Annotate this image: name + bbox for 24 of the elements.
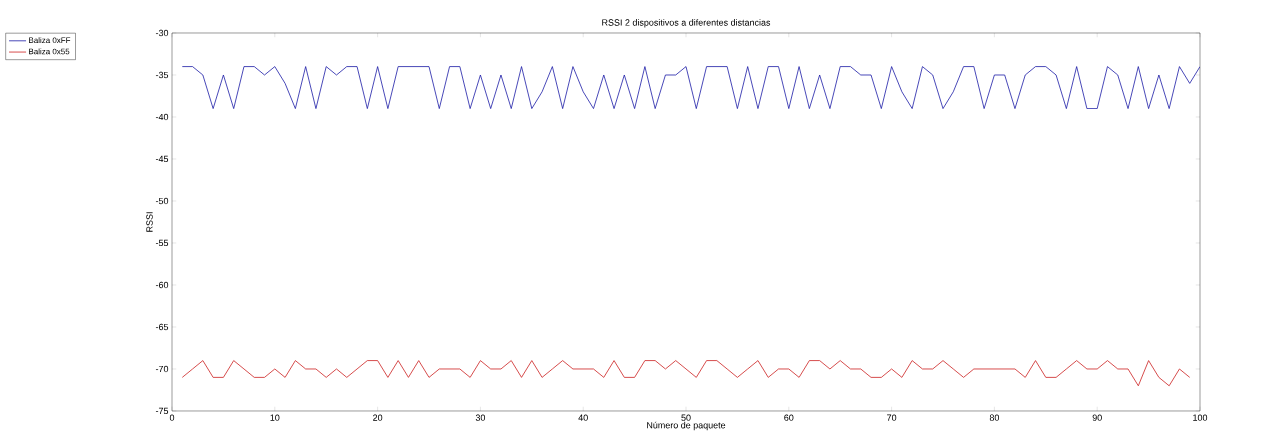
y-tick-label: -45 xyxy=(155,155,169,163)
y-tick-label: -55 xyxy=(155,239,169,247)
x-tick-label: 70 xyxy=(887,414,897,421)
x-tick-label: 60 xyxy=(784,414,794,421)
x-tick-label: 50 xyxy=(681,414,691,421)
x-tick-label: 80 xyxy=(989,414,1000,421)
chart-title: RSSI 2 dispositivos a diferentes distancias xyxy=(602,19,771,28)
x-tick-label: 40 xyxy=(578,414,588,421)
y-tick-label: -50 xyxy=(155,197,169,205)
y-tick-label: -35 xyxy=(155,71,169,79)
x-axis-title: Número de paquete xyxy=(647,421,726,431)
y-tick-label: -60 xyxy=(155,281,169,289)
x-tick-label: 10 xyxy=(270,414,280,421)
y-tick-label: -65 xyxy=(155,323,169,331)
x-tick-label: 100 xyxy=(1193,414,1208,421)
y-tick-label: -75 xyxy=(155,407,169,415)
x-tick-label: 0 xyxy=(169,414,175,421)
y-tick-label: -70 xyxy=(155,365,169,373)
y-axis-title: RSSI xyxy=(146,212,153,232)
x-tick-label: 30 xyxy=(475,414,486,421)
x-tick-label: 90 xyxy=(1092,414,1102,421)
x-tick-label: 20 xyxy=(373,414,383,421)
y-tick-label: -40 xyxy=(155,113,169,121)
y-tick-label: -30 xyxy=(155,29,169,37)
